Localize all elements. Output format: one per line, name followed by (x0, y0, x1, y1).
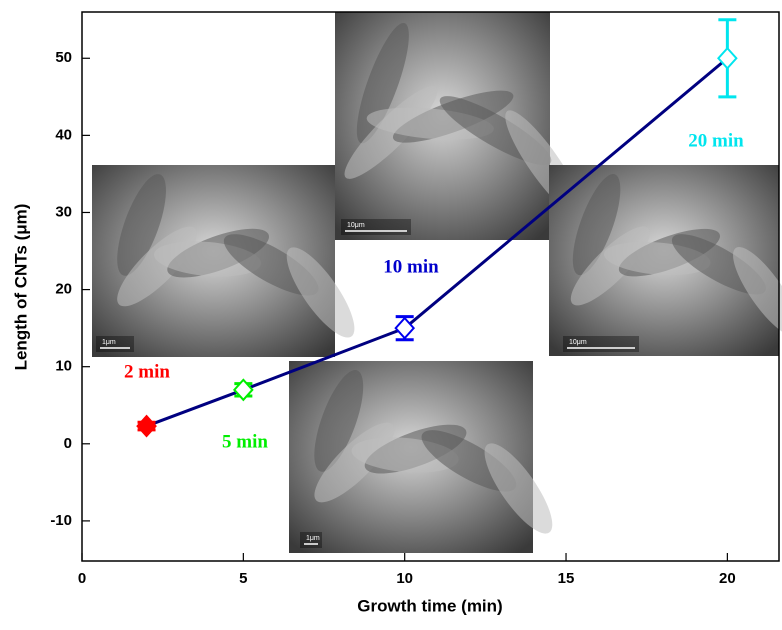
y-tick-label: 50 (55, 49, 72, 66)
scale-label: 10μm (569, 339, 587, 346)
x-axis-title: Growth time (min) (357, 596, 502, 615)
scale-label: 1μm (306, 535, 320, 542)
scale-label: 10μm (347, 222, 365, 229)
x-tick-label: 20 (719, 570, 736, 587)
annotation: 20 min (688, 130, 744, 151)
x-tick-label: 15 (558, 570, 575, 587)
annotation: 5 min (222, 431, 268, 452)
y-tick-label: 30 (55, 203, 72, 220)
y-axis-title: Length of CNTs (μm) (11, 204, 30, 371)
y-tick-label: 20 (55, 281, 72, 298)
data-point (138, 416, 156, 436)
y-tick-label: 40 (55, 126, 72, 143)
y-tick-label: 0 (64, 435, 72, 452)
y-tick-label: -10 (50, 512, 72, 529)
x-tick-label: 0 (78, 570, 86, 587)
scale-label: 1μm (102, 339, 116, 346)
x-tick-label: 10 (396, 570, 413, 587)
chart: Growth time (min) Length of CNTs (μm) -1… (0, 0, 782, 625)
x-tick-label: 5 (239, 570, 247, 587)
annotation: 2 min (124, 361, 170, 382)
annotation: 10 min (383, 256, 439, 277)
y-tick-label: 10 (55, 358, 72, 375)
